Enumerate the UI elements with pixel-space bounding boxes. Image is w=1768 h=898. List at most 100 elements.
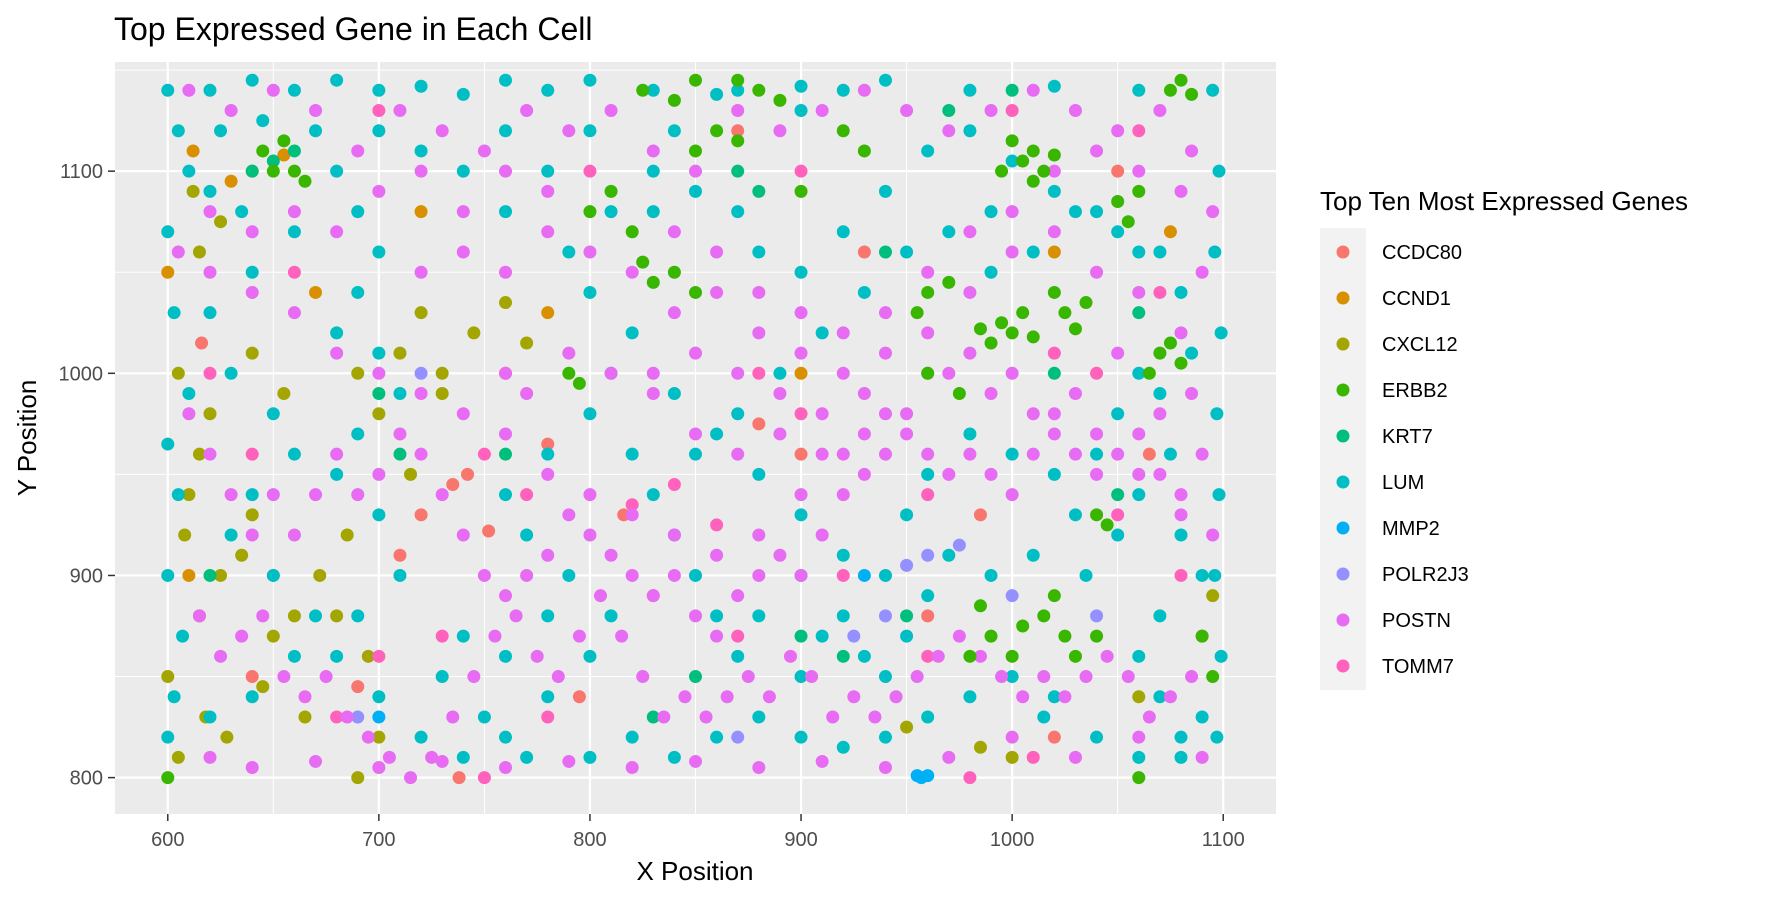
- data-point-postn: [1153, 467, 1167, 481]
- data-point-erbb2: [689, 285, 702, 299]
- data-point-postn: [1206, 528, 1220, 542]
- data-point-postn: [1005, 730, 1019, 744]
- data-point-lum: [541, 83, 555, 97]
- data-point-lum: [667, 387, 681, 401]
- data-point-lum: [372, 245, 386, 259]
- data-point-postn: [1132, 467, 1146, 481]
- data-point-postn: [203, 750, 217, 764]
- data-point-lum: [1132, 83, 1146, 97]
- data-point-erbb2: [910, 306, 924, 320]
- data-point-postn: [203, 265, 217, 279]
- data-point-lum: [900, 629, 914, 643]
- data-point-postn: [435, 488, 449, 502]
- data-point-postn: [625, 265, 639, 279]
- data-point-postn: [1090, 144, 1104, 158]
- data-point-postn: [815, 407, 829, 421]
- data-point-postn: [182, 407, 196, 421]
- data-point-lum: [393, 387, 407, 401]
- data-point-lum: [1068, 205, 1082, 219]
- data-point-postn: [414, 265, 428, 279]
- legend-key-erbb2: [1336, 383, 1350, 397]
- data-point-tomm7: [287, 265, 301, 279]
- data-point-postn: [900, 427, 914, 441]
- data-point-postn: [583, 488, 597, 502]
- x-tick-label: 900: [784, 829, 817, 851]
- data-point-lum: [499, 124, 513, 138]
- data-point-postn: [551, 670, 565, 684]
- data-point-lum: [372, 124, 386, 138]
- data-point-lum: [1208, 568, 1222, 582]
- data-point-postn: [499, 427, 513, 441]
- data-point-lum: [182, 387, 196, 401]
- data-point-postn: [878, 346, 892, 360]
- data-point-lum: [1210, 730, 1224, 744]
- data-point-postn: [393, 104, 407, 118]
- data-point-erbb2: [1174, 356, 1188, 370]
- data-point-postn: [1174, 184, 1188, 198]
- data-point-cxcl12: [266, 629, 280, 643]
- data-point-postn: [266, 488, 280, 502]
- data-point-lum: [351, 285, 365, 299]
- data-point-erbb2: [1090, 629, 1104, 643]
- data-point-postn: [900, 104, 914, 118]
- data-point-tomm7: [921, 649, 935, 663]
- data-point-lum: [330, 164, 344, 178]
- data-point-postn: [921, 447, 935, 461]
- data-point-postn: [615, 629, 629, 643]
- data-point-lum: [167, 306, 181, 320]
- data-point-postn: [1111, 346, 1125, 360]
- data-point-erbb2: [731, 134, 745, 148]
- data-point-tomm7: [372, 104, 386, 118]
- data-point-ccdc80: [452, 771, 466, 785]
- data-point-postn: [562, 346, 576, 360]
- data-point-postn: [562, 508, 576, 522]
- data-point-postn: [171, 245, 185, 259]
- data-point-erbb2: [1026, 330, 1040, 344]
- data-point-postn: [931, 649, 945, 663]
- data-point-lum: [921, 710, 935, 724]
- data-point-lum: [203, 184, 217, 198]
- data-point-lum: [1026, 548, 1040, 562]
- data-point-postn: [752, 326, 766, 340]
- data-point-lum: [203, 710, 217, 724]
- data-point-lum: [1111, 528, 1125, 542]
- data-point-ccdc80: [482, 524, 496, 538]
- data-point-ccdc80: [393, 548, 407, 562]
- data-point-lum: [256, 114, 270, 128]
- data-point-lum: [731, 407, 745, 421]
- data-point-lum: [625, 447, 639, 461]
- data-point-postn: [868, 710, 882, 724]
- legend-label: TOMM7: [1382, 656, 1454, 678]
- data-point-krt7: [794, 629, 808, 643]
- data-point-tomm7: [836, 568, 850, 582]
- data-point-postn: [1185, 670, 1199, 684]
- legend-label: ERBB2: [1382, 380, 1448, 402]
- data-point-tomm7: [245, 447, 259, 461]
- data-point-postn: [878, 306, 892, 320]
- data-point-postn: [889, 690, 903, 704]
- data-point-lum: [393, 568, 407, 582]
- data-point-cxcl12: [214, 215, 228, 229]
- legend-key-krt7: [1336, 429, 1350, 443]
- data-point-cxcl12: [330, 609, 344, 623]
- data-point-lum: [541, 609, 555, 623]
- data-point-erbb2: [984, 629, 998, 643]
- data-point-postn: [1174, 508, 1188, 522]
- data-point-krt7: [499, 447, 513, 461]
- data-point-erbb2: [773, 93, 787, 107]
- data-point-tomm7: [1026, 750, 1040, 764]
- data-point-erbb2: [1005, 326, 1019, 340]
- data-point-erbb2: [1058, 306, 1072, 320]
- data-point-lum: [372, 690, 386, 704]
- data-point-postn: [583, 245, 597, 259]
- data-point-lum: [1090, 730, 1104, 744]
- data-point-erbb2: [646, 275, 660, 289]
- legend: CCDC80 CCND1 CXCL12 ERBB2 KRT7 LUM MMP2 POLR2J3…: [1336, 242, 1469, 678]
- data-point-erbb2: [1047, 148, 1061, 162]
- data-point-cxcl12: [900, 720, 914, 734]
- data-point-postn: [710, 245, 724, 259]
- data-point-postn: [710, 285, 724, 299]
- data-point-lum: [1174, 730, 1188, 744]
- data-point-tomm7: [963, 771, 977, 785]
- data-point-lum: [499, 649, 513, 663]
